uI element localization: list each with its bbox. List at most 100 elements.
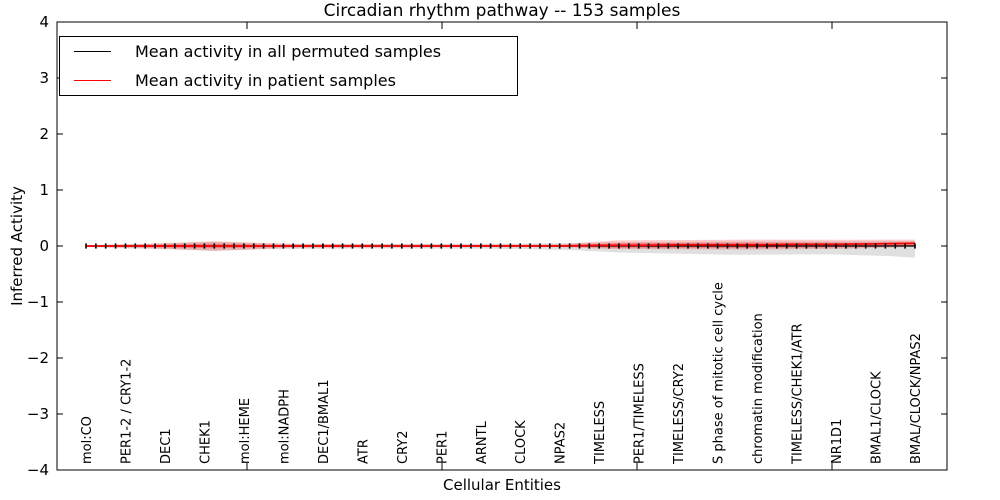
data-marker bbox=[835, 243, 837, 249]
x-entity-label: chromatin modification bbox=[751, 313, 766, 464]
data-marker bbox=[351, 243, 354, 249]
y-tick-label: 3 bbox=[39, 69, 49, 87]
data-marker bbox=[272, 243, 275, 249]
data-marker bbox=[776, 243, 778, 249]
data-marker bbox=[815, 243, 818, 249]
x-entity-label: NPAS2 bbox=[554, 422, 569, 464]
data-marker bbox=[746, 243, 748, 249]
data-marker bbox=[766, 243, 768, 249]
data-marker bbox=[618, 243, 620, 249]
x-entity-label: CHEK1 bbox=[198, 420, 213, 464]
data-marker bbox=[104, 243, 107, 249]
data-marker bbox=[292, 243, 294, 249]
data-marker bbox=[529, 243, 531, 249]
data-marker bbox=[253, 243, 255, 249]
data-marker bbox=[677, 243, 679, 249]
data-marker bbox=[420, 243, 423, 249]
data-marker bbox=[588, 243, 591, 249]
data-marker bbox=[262, 243, 265, 249]
data-marker bbox=[480, 243, 482, 249]
data-marker bbox=[114, 243, 117, 249]
data-marker bbox=[174, 243, 176, 249]
data-marker bbox=[904, 243, 906, 249]
data-marker bbox=[193, 243, 196, 249]
data-marker bbox=[647, 243, 650, 249]
data-marker bbox=[628, 243, 630, 249]
data-marker bbox=[756, 243, 758, 249]
data-marker bbox=[183, 243, 186, 249]
x-entity-label: mol:CO bbox=[80, 416, 95, 464]
x-entity-label: TIMELESS bbox=[593, 401, 608, 465]
data-marker bbox=[95, 243, 97, 249]
data-marker bbox=[825, 243, 827, 249]
data-marker bbox=[371, 243, 373, 249]
y-tick-label: −2 bbox=[27, 349, 49, 367]
y-tick-label: 2 bbox=[39, 125, 49, 143]
x-entity-label: mol:HEME bbox=[238, 398, 253, 464]
data-marker bbox=[697, 243, 699, 249]
data-marker bbox=[707, 243, 709, 249]
data-marker bbox=[608, 243, 610, 249]
data-marker bbox=[440, 243, 443, 249]
permuted-line-swatch-icon bbox=[74, 51, 111, 52]
x-axis-label: Cellular Entities bbox=[443, 476, 561, 494]
data-marker bbox=[322, 243, 324, 249]
data-marker bbox=[894, 243, 897, 249]
x-entity-label: PER1 bbox=[435, 431, 450, 464]
data-marker bbox=[282, 243, 285, 249]
data-marker bbox=[578, 243, 581, 249]
data-marker bbox=[568, 243, 571, 249]
data-marker bbox=[144, 243, 146, 249]
x-entity-label: mol:NADPH bbox=[277, 389, 292, 464]
data-marker bbox=[85, 243, 87, 249]
data-marker bbox=[519, 243, 521, 249]
x-entity-label: BMAL1/CLOCK bbox=[870, 371, 885, 464]
x-entity-label: PER1/TIMELESS bbox=[633, 363, 648, 464]
data-marker bbox=[795, 243, 798, 249]
data-marker bbox=[134, 243, 137, 249]
x-entity-label: DEC1 bbox=[159, 428, 174, 464]
data-marker bbox=[914, 243, 916, 249]
data-marker bbox=[855, 243, 857, 249]
data-marker bbox=[539, 243, 541, 249]
data-marker bbox=[331, 243, 334, 249]
data-marker bbox=[884, 243, 887, 249]
y-tick-label: −1 bbox=[27, 293, 49, 311]
legend-item-patient: Mean activity in patient samples bbox=[60, 66, 517, 95]
data-marker bbox=[687, 243, 689, 249]
data-marker bbox=[213, 243, 216, 249]
y-tick-label: 1 bbox=[39, 181, 49, 199]
data-marker bbox=[716, 243, 719, 249]
x-entity-label: ATR bbox=[356, 439, 371, 464]
data-marker bbox=[470, 243, 472, 249]
data-marker bbox=[499, 243, 502, 249]
data-marker bbox=[785, 243, 788, 249]
x-entity-label: ARNTL bbox=[475, 420, 490, 464]
data-marker bbox=[558, 243, 561, 249]
y-tick-label: 0 bbox=[39, 237, 49, 255]
data-marker bbox=[391, 243, 393, 249]
legend-label-permuted: Mean activity in all permuted samples bbox=[135, 42, 442, 61]
y-axis-label: Inferred Activity bbox=[8, 186, 26, 306]
data-marker bbox=[549, 243, 551, 249]
data-marker bbox=[489, 243, 492, 249]
data-marker bbox=[637, 243, 640, 249]
legend-label-patient: Mean activity in patient samples bbox=[135, 71, 396, 90]
data-marker bbox=[864, 243, 867, 249]
data-marker bbox=[154, 243, 156, 249]
data-marker bbox=[845, 243, 847, 249]
data-marker bbox=[726, 243, 729, 249]
data-marker bbox=[312, 243, 314, 249]
data-marker bbox=[381, 243, 383, 249]
data-marker bbox=[233, 243, 235, 249]
data-marker bbox=[361, 243, 364, 249]
y-tick-label: 4 bbox=[39, 13, 49, 31]
data-marker bbox=[460, 243, 462, 249]
data-marker bbox=[874, 243, 877, 249]
data-marker bbox=[124, 243, 127, 249]
data-marker bbox=[341, 243, 344, 249]
x-entity-label: PER1-2 / CRY1-2 bbox=[120, 359, 135, 464]
x-entity-label: CLOCK bbox=[514, 420, 529, 464]
